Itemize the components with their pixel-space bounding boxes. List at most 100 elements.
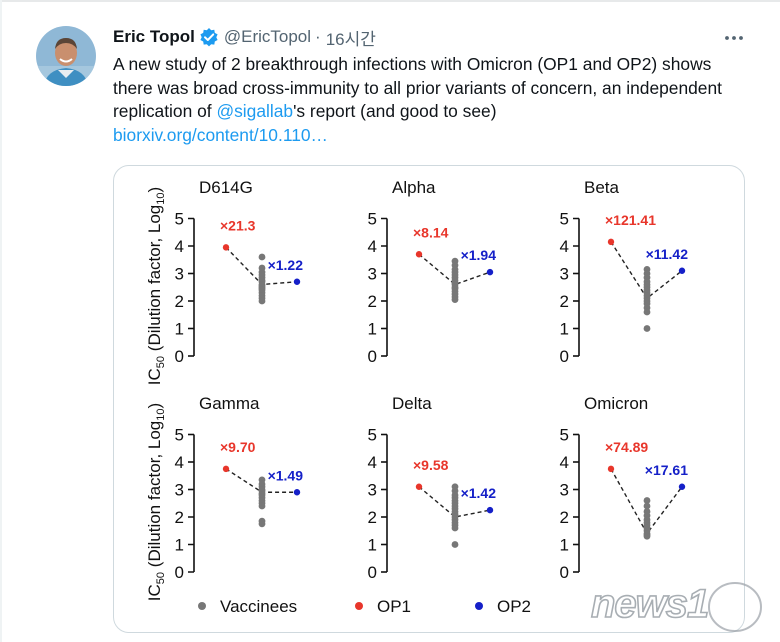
avatar-photo [36,26,96,86]
vaccinee-point [258,502,266,510]
panel-omicron: Omicron 0 1 2 3 4 5 ×74.89 ×17.61 [560,394,689,582]
author-name[interactable]: Eric Topol [113,27,195,46]
media-card[interactable]: IC50 (Dilution factor, Log10) IC50 (Dilut… [113,165,745,633]
panel-beta: Beta 0 1 2 3 4 5 ×121.41 ×11.42 [560,178,689,366]
y-tick-label: 0 [175,347,184,366]
vaccinee-point [643,325,651,332]
y-tick-label: 4 [175,237,184,256]
op1-fold-label: ×21.3 [220,217,256,233]
op2-point [293,489,301,496]
y-tick-label: 3 [368,265,377,284]
vaccinee-point [451,524,459,532]
op1-point [607,238,615,246]
y-tick-label: 5 [368,210,377,229]
y-tick-label: 3 [368,481,377,500]
y-tick-label: 5 [560,426,569,445]
op1-point [222,244,230,251]
panel-gamma: Gamma 0 1 2 3 4 5 ×9.70 ×1.49 [175,394,304,582]
vaccinee-point [258,297,266,305]
op2-fold-label: ×1.42 [461,485,497,501]
y-tick-label: 2 [175,508,184,527]
y-tick-label: 2 [175,292,184,311]
y-tick-label: 2 [560,508,569,527]
op1-fold-label: ×74.89 [605,439,648,455]
chart-legend: Vaccinees OP1 OP2 [198,597,531,616]
panel-title: Alpha [392,178,436,197]
y-tick-label: 2 [560,292,569,311]
y-tick-label: 0 [560,347,569,366]
chart-panels: D614G 0 1 2 3 4 5 ×21.3 ×1.22 Alpha 0 1 2 3 4 5 ×8.14 ×1.… [175,178,689,582]
panel-title: D614G [199,178,253,197]
top-divider [0,0,780,2]
connector-line [418,486,491,518]
y-tick-label: 2 [368,508,377,527]
op1-fold-label: ×8.14 [413,224,449,240]
panel-title: Delta [392,394,432,413]
op1-point [222,465,230,473]
vaccinee-point [258,253,266,261]
y-tick-label: 0 [368,347,377,366]
y-tick-label: 0 [560,563,569,582]
vaccinee-point [643,532,651,540]
y-tick-label: 4 [560,237,569,256]
separator-dot: · [315,27,321,46]
y-tick-label: 1 [560,536,569,555]
op2-point [678,267,686,274]
op1-point [415,251,423,258]
verified-badge-icon [199,27,219,47]
y-tick-label: 5 [368,426,377,445]
op2-point [678,483,686,490]
vaccinee-point [643,308,651,316]
op1-fold-label: ×9.70 [220,439,256,455]
article-link[interactable]: biorxiv.org/content/10.110… [113,124,328,145]
mention-link[interactable]: @sigallab [216,101,294,121]
op2-point [293,278,301,285]
vaccinee-point [643,497,651,504]
tweet-text: A new study of 2 breakthrough infections… [113,53,743,147]
legend-label-vaccinees: Vaccinees [220,597,297,616]
y-axis-label: IC50 (Dilution factor, Log10) [145,187,167,385]
y-tick-label: 5 [175,210,184,229]
legend-marker-op2 [475,602,483,610]
connector-line [418,253,491,286]
timestamp[interactable]: 16시간 [325,29,376,49]
more-options-icon[interactable] [722,26,746,50]
tweet-text-part2: 's report (and good to see) [293,101,497,121]
op2-point [486,268,494,276]
vaccinee-point [451,296,459,304]
op2-point [486,506,494,514]
watermark-text: news1 [591,582,708,626]
op2-fold-label: ×1.22 [268,257,304,273]
ic50-chart: IC50 (Dilution factor, Log10) IC50 (Dilut… [145,178,689,616]
y-tick-label: 5 [560,210,569,229]
y-tick-label: 1 [175,536,184,555]
legend-marker-op1 [355,602,363,610]
y-axis-label: IC50 (Dilution factor, Log10) [145,403,167,601]
vaccinee-point [643,502,651,510]
tweet-text-part1: A new study of 2 breakthrough infections… [113,54,722,121]
panel-title: Beta [584,178,620,197]
panel-delta: Delta 0 1 2 3 4 5 ×9.58 ×1.42 [368,394,497,582]
y-tick-label: 0 [175,563,184,582]
y-tick-label: 3 [560,481,569,500]
y-tick-label: 1 [175,320,184,339]
news1-watermark: news1 [585,575,775,637]
y-tick-label: 3 [560,265,569,284]
y-tick-label: 2 [368,292,377,311]
legend-label-op1: OP1 [377,597,411,616]
op2-fold-label: ×1.94 [461,247,497,263]
op2-fold-label: ×11.42 [646,246,689,262]
author-handle[interactable]: @EricTopol [223,27,312,46]
y-tick-label: 3 [175,265,184,284]
y-tick-label: 1 [368,320,377,339]
y-tick-label: 4 [560,453,569,472]
left-divider [0,0,2,642]
panel-title: Omicron [584,394,648,413]
op2-fold-label: ×17.61 [645,462,688,478]
tweet-header: Eric Topol @EricTopol · 16시간 [113,24,376,50]
op1-fold-label: ×121.41 [605,212,656,228]
y-axis-labels: IC50 (Dilution factor, Log10) IC50 (Dilut… [145,187,167,601]
avatar[interactable] [36,26,96,86]
y-tick-label: 4 [368,237,377,256]
y-tick-label: 1 [368,536,377,555]
